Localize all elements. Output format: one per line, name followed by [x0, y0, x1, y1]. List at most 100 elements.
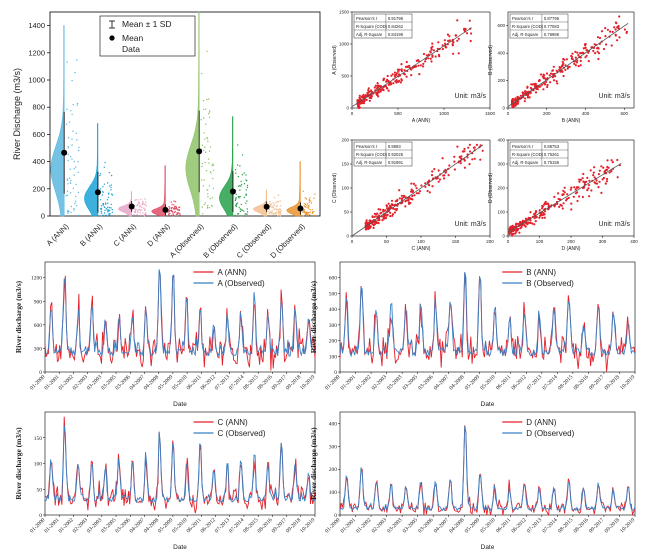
scatter-point [407, 201, 410, 204]
data-point [142, 202, 145, 204]
x-tick-label: 06-2012 [511, 374, 528, 391]
data-point [270, 214, 272, 216]
x-tick-label: 200 [486, 239, 494, 244]
scatter-point [413, 194, 416, 197]
scatter-point [623, 28, 627, 31]
data-point [274, 212, 276, 215]
data-point [245, 174, 247, 176]
scatter-point [521, 91, 525, 94]
scatter-point [526, 96, 530, 99]
data-point [66, 194, 69, 196]
data-point [104, 209, 106, 211]
x-tick-label: 01-2002 [355, 517, 372, 534]
data-point [144, 198, 146, 200]
scatter-point [618, 15, 621, 18]
data-point [136, 209, 138, 211]
stats-box [353, 141, 413, 167]
scatter-point [386, 87, 389, 90]
scatter-point [613, 26, 616, 29]
scatter-point [428, 191, 431, 194]
scatter-point [513, 228, 516, 232]
legend-obs-label: D (Observed) [526, 429, 574, 438]
scatter-point [535, 87, 538, 90]
scatter-point [531, 222, 534, 225]
data-point [235, 197, 237, 199]
x-tick-label: 02-2003 [371, 517, 388, 534]
data-point [307, 207, 310, 210]
scatter-point [373, 215, 376, 218]
data-point [237, 144, 239, 146]
scatter-point [581, 177, 584, 180]
data-point [205, 108, 207, 110]
data-point [239, 210, 242, 213]
x-category-label: B (ANN) [78, 222, 104, 248]
data-point [100, 207, 103, 210]
scatter-point [511, 232, 514, 236]
x-tick-label: 07-2014 [542, 374, 559, 391]
y-tick-label: 600 [497, 23, 505, 28]
scatter-point [508, 233, 511, 236]
data-point [143, 213, 146, 216]
legend: C (ANN) C (Observed) [193, 418, 266, 438]
scatter-point [395, 79, 398, 83]
y-tick-label: 0 [39, 513, 42, 519]
y-axis-title: A (Observed) [332, 45, 338, 75]
stats-key: Pearson’s r [512, 16, 534, 21]
data-point [110, 174, 113, 177]
scatter-point [428, 179, 431, 182]
scatter-point [512, 105, 516, 108]
data-point [144, 208, 146, 211]
scatter-point [437, 180, 440, 183]
scatter-point [417, 192, 420, 195]
scatter-point [457, 52, 460, 55]
data-point [67, 159, 69, 162]
data-point [168, 213, 170, 215]
scatter-point [611, 30, 614, 33]
scatter-point [395, 207, 398, 211]
scatter-point [404, 205, 407, 208]
violin-half [118, 191, 132, 217]
scatter-point [444, 171, 447, 174]
scatter-point [584, 46, 587, 50]
x-tick-label: 1500 [485, 111, 496, 116]
data-point [110, 189, 112, 191]
scatter-point [384, 217, 388, 220]
data-point [238, 206, 240, 208]
data-point [234, 199, 237, 202]
scatter-point [451, 44, 454, 47]
data-point [144, 212, 146, 214]
scatter-point [468, 19, 471, 22]
y-tick-label: 0 [41, 212, 45, 221]
data-point [246, 200, 248, 202]
data-point [240, 215, 242, 217]
data-point [308, 204, 310, 207]
scatter-point [465, 32, 469, 35]
data-point [71, 138, 73, 140]
data-point [170, 214, 173, 217]
data-point [201, 162, 203, 165]
data-point [178, 209, 180, 212]
scatter-point [377, 95, 380, 98]
data-point [278, 213, 280, 215]
scatter-point [389, 211, 392, 214]
scatter-point [367, 89, 370, 92]
data-point [280, 205, 282, 207]
scatter-point [410, 188, 413, 191]
data-point [268, 212, 271, 215]
data-point [207, 193, 209, 195]
data-point [270, 203, 273, 205]
scatter-point [443, 42, 447, 45]
scatter-point [524, 97, 527, 100]
scatter-point [362, 93, 365, 97]
scatter-point [555, 69, 558, 72]
scatter-point [528, 96, 531, 99]
scatter-point [388, 206, 391, 209]
data-point [73, 160, 75, 163]
data-point [134, 199, 136, 201]
y-tick-label: 400 [329, 307, 338, 313]
scatter-point [392, 82, 395, 85]
y-tick-label: 0 [502, 106, 505, 111]
y-tick-label: 100 [341, 186, 349, 191]
scatter-point [578, 180, 581, 183]
